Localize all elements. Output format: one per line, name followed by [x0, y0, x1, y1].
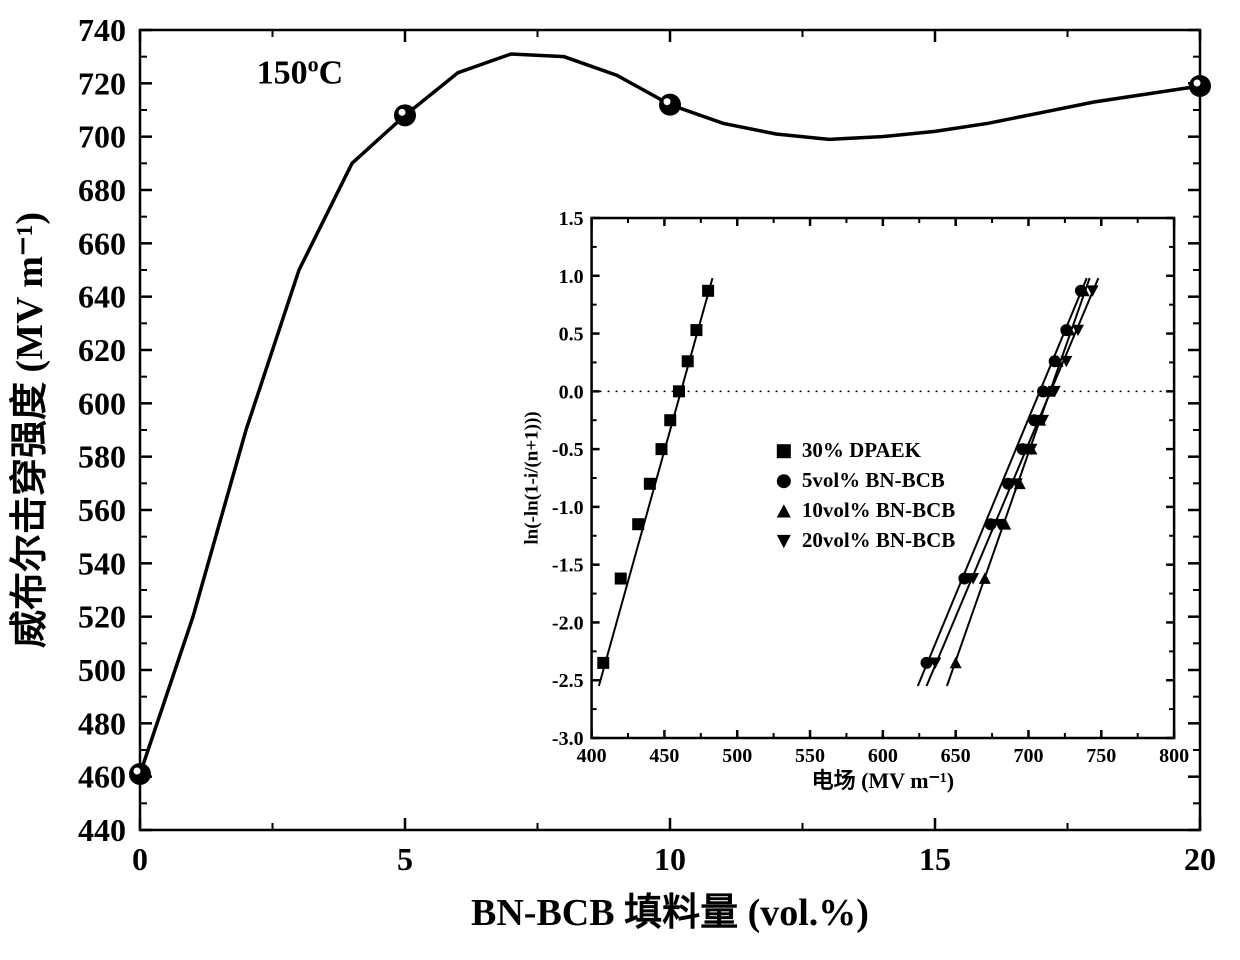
svg-text:5: 5	[397, 841, 413, 877]
svg-text:720: 720	[78, 65, 126, 101]
svg-text:10: 10	[654, 841, 686, 877]
svg-text:1.0: 1.0	[559, 266, 584, 288]
svg-text:BN-BCB 填料量 (vol.%): BN-BCB 填料量 (vol.%)	[471, 892, 869, 934]
svg-text:700: 700	[1013, 745, 1043, 767]
svg-text:-1.0: -1.0	[552, 497, 584, 519]
svg-text:-2.5: -2.5	[552, 670, 584, 692]
svg-text:650: 650	[941, 745, 971, 767]
svg-text:620: 620	[78, 332, 126, 368]
chart-container: 0 5 10 15 20 440 460 480 500 520 540 560 580 600 620 64…	[0, 0, 1240, 960]
svg-text:15: 15	[919, 841, 951, 877]
svg-text:0.0: 0.0	[559, 381, 584, 403]
svg-text:640: 640	[78, 279, 126, 315]
svg-text:10vol% BN-BCB: 10vol% BN-BCB	[802, 498, 955, 522]
svg-text:电场 (MV m⁻¹): 电场 (MV m⁻¹)	[812, 768, 954, 793]
svg-text:440: 440	[78, 812, 126, 848]
svg-text:750: 750	[1086, 745, 1116, 767]
svg-text:150oC: 150oC	[257, 51, 344, 92]
svg-text:30% DPAEK: 30% DPAEK	[802, 438, 922, 462]
svg-text:520: 520	[78, 599, 126, 635]
svg-text:560: 560	[78, 492, 126, 528]
svg-text:740: 740	[78, 12, 126, 48]
svg-text:460: 460	[78, 759, 126, 795]
svg-text:580: 580	[78, 439, 126, 475]
svg-text:1.5: 1.5	[559, 208, 584, 230]
svg-text:660: 660	[78, 225, 126, 261]
svg-text:480: 480	[78, 705, 126, 741]
svg-text:-1.5: -1.5	[552, 555, 584, 577]
svg-text:威布尔击穿强度 (MV m⁻¹): 威布尔击穿强度 (MV m⁻¹)	[9, 212, 51, 648]
svg-text:5vol% BN-BCB: 5vol% BN-BCB	[802, 468, 945, 492]
svg-text:-3.0: -3.0	[552, 728, 584, 750]
svg-text:20vol% BN-BCB: 20vol% BN-BCB	[802, 528, 955, 552]
svg-text:600: 600	[78, 385, 126, 421]
svg-text:ln(-ln(1-i/(n+1))): ln(-ln(1-i/(n+1)))	[522, 411, 543, 544]
svg-text:-0.5: -0.5	[552, 439, 584, 461]
svg-text:-2.0: -2.0	[552, 612, 584, 634]
svg-text:600: 600	[868, 745, 898, 767]
svg-text:450: 450	[649, 745, 679, 767]
svg-text:500: 500	[78, 652, 126, 688]
svg-text:540: 540	[78, 545, 126, 581]
svg-text:700: 700	[78, 119, 126, 155]
svg-text:0: 0	[132, 841, 148, 877]
svg-text:680: 680	[78, 172, 126, 208]
svg-text:0.5: 0.5	[559, 324, 584, 346]
svg-text:550: 550	[795, 745, 825, 767]
svg-text:500: 500	[722, 745, 752, 767]
svg-text:800: 800	[1159, 745, 1189, 767]
chart-svg: 0 5 10 15 20 440 460 480 500 520 540 560 580 600 620 64…	[0, 0, 1240, 960]
svg-text:20: 20	[1184, 841, 1216, 877]
